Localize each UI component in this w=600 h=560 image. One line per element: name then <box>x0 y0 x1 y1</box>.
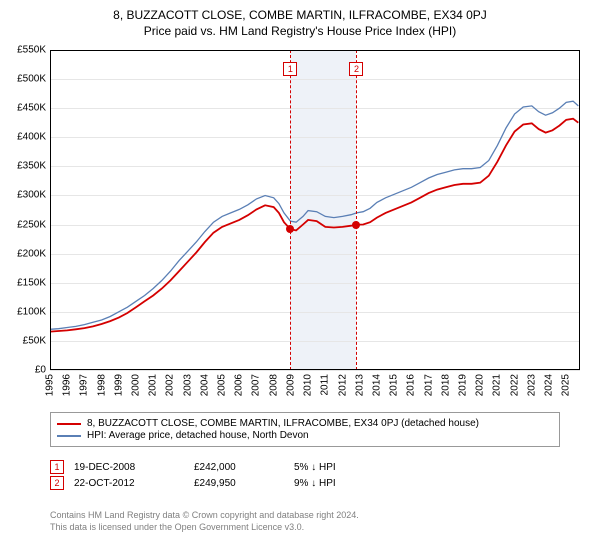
x-tick-label: 2012 <box>337 374 348 396</box>
footer: Contains HM Land Registry data © Crown c… <box>50 510 359 533</box>
x-tick-label: 2005 <box>217 374 228 396</box>
plot-area: 12 £0£50K£100K£150K£200K£250K£300K£350K£… <box>50 50 580 370</box>
x-tick-label: 1997 <box>79 374 90 396</box>
sales-table: 1 19-DEC-2008 £242,000 5% ↓ HPI 2 22-OCT-2012… <box>50 458 394 492</box>
y-tick-label: £400K <box>17 132 46 143</box>
y-tick-label: £100K <box>17 306 46 317</box>
x-tick-label: 2003 <box>182 374 193 396</box>
sales-price: £249,950 <box>194 478 284 489</box>
x-tick-label: 2002 <box>165 374 176 396</box>
y-tick-label: £200K <box>17 248 46 259</box>
x-tick-label: 2013 <box>354 374 365 396</box>
y-tick-label: £300K <box>17 190 46 201</box>
sales-date: 22-OCT-2012 <box>74 478 184 489</box>
x-tick-label: 2017 <box>423 374 434 396</box>
sale-dot <box>352 221 360 229</box>
sales-marker-icon: 2 <box>50 476 64 490</box>
legend-swatch-property <box>57 423 81 425</box>
x-tick-label: 2014 <box>371 374 382 396</box>
x-tick-label: 2018 <box>440 374 451 396</box>
x-tick-label: 2009 <box>285 374 296 396</box>
x-tick-label: 1996 <box>62 374 73 396</box>
x-tick-label: 2025 <box>561 374 572 396</box>
sales-row: 1 19-DEC-2008 £242,000 5% ↓ HPI <box>50 460 394 474</box>
sales-diff: 9% ↓ HPI <box>294 478 394 489</box>
sale-marker-line <box>290 50 291 370</box>
sales-row: 2 22-OCT-2012 £249,950 9% ↓ HPI <box>50 476 394 490</box>
sales-date: 19-DEC-2008 <box>74 462 184 473</box>
x-tick-label: 2000 <box>131 374 142 396</box>
sale-dot <box>286 225 294 233</box>
x-tick-label: 2006 <box>234 374 245 396</box>
legend-item-property: 8, BUZZACOTT CLOSE, COMBE MARTIN, ILFRAC… <box>57 418 553 429</box>
legend-item-hpi: HPI: Average price, detached house, Nort… <box>57 430 553 441</box>
y-tick-label: £550K <box>17 45 46 56</box>
sale-marker-line <box>356 50 357 370</box>
chart-lines <box>50 50 580 370</box>
x-tick-label: 2019 <box>457 374 468 396</box>
sale-marker-box: 1 <box>283 62 297 76</box>
gridline <box>50 370 580 371</box>
x-tick-label: 2023 <box>526 374 537 396</box>
x-tick-label: 2020 <box>475 374 486 396</box>
chart-title: 8, BUZZACOTT CLOSE, COMBE MARTIN, ILFRAC… <box>0 0 600 22</box>
chart-subtitle: Price paid vs. HM Land Registry's House … <box>0 24 600 38</box>
y-tick-label: £150K <box>17 277 46 288</box>
series-hpi <box>50 101 578 329</box>
x-tick-label: 1999 <box>113 374 124 396</box>
x-tick-label: 2001 <box>148 374 159 396</box>
x-tick-label: 2011 <box>320 374 331 396</box>
x-tick-label: 1995 <box>45 374 56 396</box>
x-tick-label: 2015 <box>389 374 400 396</box>
x-tick-label: 1998 <box>96 374 107 396</box>
legend-label-property: 8, BUZZACOTT CLOSE, COMBE MARTIN, ILFRAC… <box>87 418 479 429</box>
x-tick-label: 2022 <box>509 374 520 396</box>
x-tick-label: 2008 <box>268 374 279 396</box>
x-tick-label: 2007 <box>251 374 262 396</box>
legend-swatch-hpi <box>57 435 81 437</box>
sales-marker-icon: 1 <box>50 460 64 474</box>
x-tick-label: 2024 <box>544 374 555 396</box>
x-tick-label: 2004 <box>199 374 210 396</box>
footer-line2: This data is licensed under the Open Gov… <box>50 522 359 534</box>
y-tick-label: £450K <box>17 103 46 114</box>
series-property <box>50 119 578 332</box>
footer-line1: Contains HM Land Registry data © Crown c… <box>50 510 359 522</box>
y-tick-label: £50K <box>23 335 46 346</box>
sales-diff: 5% ↓ HPI <box>294 462 394 473</box>
sale-marker-box: 2 <box>349 62 363 76</box>
x-tick-label: 2016 <box>406 374 417 396</box>
legend: 8, BUZZACOTT CLOSE, COMBE MARTIN, ILFRAC… <box>50 412 560 447</box>
y-tick-label: £500K <box>17 74 46 85</box>
sales-price: £242,000 <box>194 462 284 473</box>
x-tick-label: 2021 <box>492 374 503 396</box>
legend-label-hpi: HPI: Average price, detached house, Nort… <box>87 430 309 441</box>
y-tick-label: £350K <box>17 161 46 172</box>
y-tick-label: £250K <box>17 219 46 230</box>
x-tick-label: 2010 <box>303 374 314 396</box>
